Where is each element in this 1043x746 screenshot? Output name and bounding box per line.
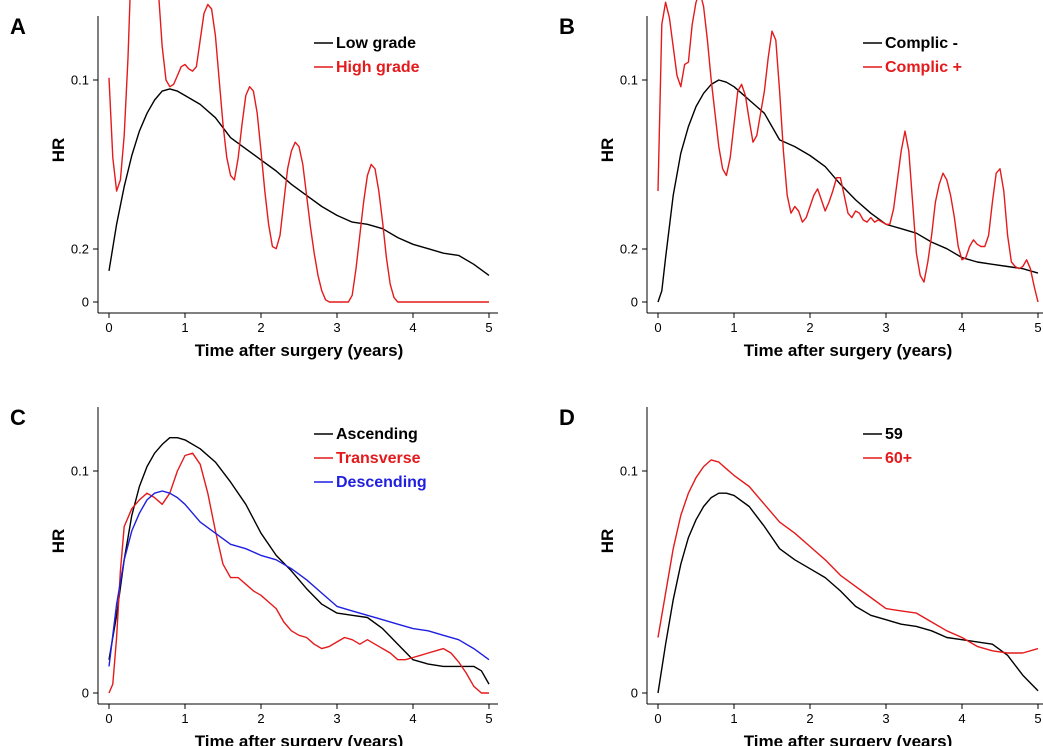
x-tick-label: 1 <box>730 711 737 726</box>
y-axis-title: HR <box>598 529 617 554</box>
x-tick-label: 3 <box>333 320 340 335</box>
x-axis-title: Time after surgery (years) <box>195 341 404 360</box>
panel-a: A 0 1 2 3 4 5 0 0.1 0.2 Time after surgery (years)… <box>10 0 498 360</box>
x-tick-label: 3 <box>882 711 889 726</box>
x-tick-label: 1 <box>730 320 737 335</box>
x-tick-label: 1 <box>181 320 188 335</box>
panel-letter: A <box>10 14 26 39</box>
x-tick-label: 5 <box>1034 320 1041 335</box>
x-tick-label: 2 <box>257 320 264 335</box>
x-tick-label: 3 <box>882 320 889 335</box>
x-tick-label: 2 <box>806 711 813 726</box>
x-axis-title: Time after surgery (years) <box>744 341 953 360</box>
x-tick-label: 0 <box>654 320 661 335</box>
series-line-0 <box>657 79 1039 303</box>
series-line-1 <box>657 0 1039 303</box>
legend-label: Complic + <box>885 59 962 76</box>
x-tick-label: 5 <box>485 711 492 726</box>
y-axis-title: HR <box>49 138 68 163</box>
panel-b: B 0 1 2 3 4 5 0 0.1 0.2 Time after surgery (years)… <box>559 0 1043 360</box>
panel-c: C 0 1 2 3 4 5 0 0.1 0.2 Time after surgery (years)… <box>10 242 498 746</box>
series-line-0 <box>657 492 1039 694</box>
y-tick-label: 0 <box>82 686 89 701</box>
x-tick-label: 0 <box>105 711 112 726</box>
x-tick-label: 4 <box>958 320 965 335</box>
y-axis-title: HR <box>598 138 617 163</box>
panel-letter: C <box>10 405 26 430</box>
y-tick-label: 0.1 <box>620 73 638 88</box>
legend-label: High grade <box>336 59 420 76</box>
y-tick-label: 0 <box>82 295 89 310</box>
y-axis-title: HR <box>49 529 68 554</box>
y-tick-label: 0 <box>631 295 638 310</box>
legend-label: Ascending <box>336 426 418 443</box>
legend-label: Descending <box>336 474 427 491</box>
series-line-0 <box>108 88 490 276</box>
y-tick-label: 0.1 <box>71 464 89 479</box>
x-tick-label: 2 <box>806 320 813 335</box>
x-tick-label: 4 <box>958 711 965 726</box>
x-tick-label: 3 <box>333 711 340 726</box>
legend-label: Low grade <box>336 35 416 52</box>
x-tick-label: 4 <box>409 711 416 726</box>
legend-label: Complic - <box>885 35 958 52</box>
legend-label: Transverse <box>336 450 421 467</box>
y-tick-label: 0.1 <box>620 464 638 479</box>
x-tick-label: 5 <box>485 320 492 335</box>
x-tick-label: 5 <box>1034 711 1041 726</box>
panel-letter: D <box>559 405 575 430</box>
series-line-1 <box>108 0 489 303</box>
x-tick-label: 0 <box>105 320 112 335</box>
legend-label: 59 <box>885 426 903 443</box>
y-tick-label: 0.2 <box>620 242 638 257</box>
series-line-1 <box>657 459 1039 654</box>
x-axis-title: Time after surgery (years) <box>195 732 404 746</box>
y-tick-label: 0.2 <box>71 242 89 257</box>
y-tick-label: 0 <box>631 686 638 701</box>
series-line-2 <box>108 490 490 667</box>
series-line-0 <box>108 437 490 685</box>
x-tick-label: 0 <box>654 711 661 726</box>
x-tick-label: 1 <box>181 711 188 726</box>
x-tick-label: 2 <box>257 711 264 726</box>
x-axis-title: Time after surgery (years) <box>744 732 953 746</box>
panel-d: D 0 1 2 3 4 5 0 0.1 0.2 Time after surgery (years)… <box>559 242 1043 746</box>
legend-label: 60+ <box>885 450 912 467</box>
series-line-1 <box>108 452 489 694</box>
panel-letter: B <box>559 14 575 39</box>
x-tick-label: 4 <box>409 320 416 335</box>
y-tick-label: 0.1 <box>71 73 89 88</box>
